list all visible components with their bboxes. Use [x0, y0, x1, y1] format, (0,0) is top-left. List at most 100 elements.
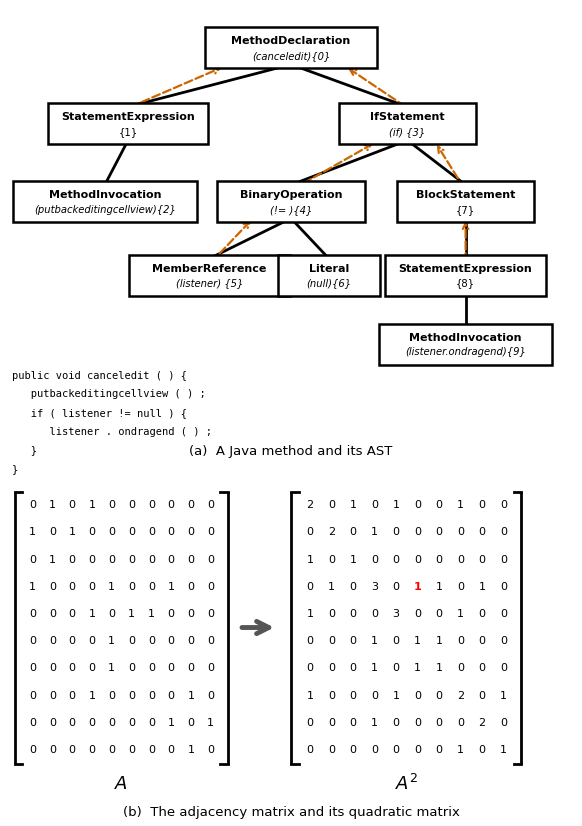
- Text: 0: 0: [168, 636, 175, 646]
- Text: 1: 1: [371, 663, 378, 673]
- Text: (canceledit){0}: (canceledit){0}: [252, 50, 330, 61]
- Text: 0: 0: [478, 554, 486, 564]
- Text: 0: 0: [207, 745, 214, 755]
- Text: MemberReference: MemberReference: [152, 263, 267, 273]
- Text: 0: 0: [457, 636, 464, 646]
- Text: 1: 1: [29, 582, 36, 591]
- Text: 0: 0: [148, 718, 155, 728]
- Text: 0: 0: [29, 500, 36, 510]
- Text: 0: 0: [88, 663, 95, 673]
- Text: 0: 0: [328, 691, 335, 700]
- Text: 1: 1: [435, 663, 443, 673]
- Text: 0: 0: [500, 500, 508, 510]
- Text: 1: 1: [108, 636, 115, 646]
- Text: 0: 0: [49, 582, 56, 591]
- Text: 0: 0: [187, 582, 194, 591]
- Text: BinaryOperation: BinaryOperation: [240, 190, 342, 200]
- Text: 0: 0: [128, 745, 135, 755]
- Text: MethodInvocation: MethodInvocation: [409, 333, 522, 343]
- Text: 0: 0: [69, 582, 76, 591]
- Text: 1: 1: [435, 582, 443, 591]
- Text: 0: 0: [108, 718, 115, 728]
- Text: 0: 0: [500, 636, 508, 646]
- Text: 0: 0: [349, 527, 357, 537]
- Text: 0: 0: [187, 527, 194, 537]
- Text: 0: 0: [306, 636, 314, 646]
- Text: 0: 0: [328, 663, 335, 673]
- Text: 0: 0: [392, 745, 400, 755]
- Text: 0: 0: [414, 554, 421, 564]
- Text: 0: 0: [478, 527, 486, 537]
- Text: 1: 1: [168, 718, 175, 728]
- Text: 0: 0: [187, 636, 194, 646]
- Text: 1: 1: [328, 582, 335, 591]
- Text: 0: 0: [168, 745, 175, 755]
- Text: 0: 0: [168, 609, 175, 619]
- Text: }: }: [12, 464, 18, 474]
- Text: 0: 0: [500, 582, 508, 591]
- Text: 0: 0: [457, 582, 464, 591]
- Text: 0: 0: [49, 527, 56, 537]
- Text: 0: 0: [49, 745, 56, 755]
- Text: 0: 0: [392, 718, 400, 728]
- Text: 0: 0: [435, 527, 443, 537]
- Text: 0: 0: [69, 663, 76, 673]
- Text: 0: 0: [414, 745, 421, 755]
- Text: 0: 0: [49, 636, 56, 646]
- FancyBboxPatch shape: [129, 255, 290, 296]
- Text: 0: 0: [69, 691, 76, 700]
- Text: 0: 0: [392, 582, 400, 591]
- Text: 0: 0: [414, 691, 421, 700]
- Text: 0: 0: [478, 663, 486, 673]
- Text: 0: 0: [371, 745, 378, 755]
- Text: (listener) {5}: (listener) {5}: [176, 278, 243, 288]
- Text: 0: 0: [457, 663, 464, 673]
- Text: 2: 2: [306, 500, 314, 510]
- Text: 0: 0: [207, 663, 214, 673]
- Text: 0: 0: [128, 500, 135, 510]
- Text: 0: 0: [69, 500, 76, 510]
- FancyBboxPatch shape: [385, 255, 546, 296]
- Text: 1: 1: [392, 691, 400, 700]
- Text: 1: 1: [187, 745, 194, 755]
- Text: 0: 0: [168, 527, 175, 537]
- Text: 0: 0: [108, 691, 115, 700]
- Text: 0: 0: [414, 609, 421, 619]
- Text: 0: 0: [478, 745, 486, 755]
- Text: 0: 0: [435, 554, 443, 564]
- Text: 1: 1: [306, 691, 314, 700]
- Text: 0: 0: [49, 663, 56, 673]
- Text: 0: 0: [168, 500, 175, 510]
- Text: 0: 0: [349, 691, 357, 700]
- Text: 0: 0: [328, 636, 335, 646]
- Text: 0: 0: [148, 663, 155, 673]
- Text: 1: 1: [457, 745, 464, 755]
- Text: (!= ){4}: (!= ){4}: [270, 205, 312, 215]
- Text: 0: 0: [108, 500, 115, 510]
- Text: StatementExpression: StatementExpression: [399, 263, 533, 273]
- Text: 0: 0: [435, 500, 443, 510]
- Text: 1: 1: [306, 609, 314, 619]
- Text: StatementExpression: StatementExpression: [61, 112, 195, 122]
- Text: 1: 1: [69, 527, 76, 537]
- Text: 0: 0: [328, 609, 335, 619]
- Text: (null){6}: (null){6}: [306, 278, 352, 288]
- Text: MethodDeclaration: MethodDeclaration: [232, 36, 350, 46]
- Text: public void canceledit ( ) {: public void canceledit ( ) {: [12, 371, 187, 381]
- Text: 0: 0: [187, 718, 194, 728]
- FancyBboxPatch shape: [13, 182, 197, 222]
- Text: 0: 0: [88, 582, 95, 591]
- Text: 0: 0: [349, 636, 357, 646]
- Text: 0: 0: [148, 527, 155, 537]
- Text: 0: 0: [392, 527, 400, 537]
- Text: 0: 0: [478, 609, 486, 619]
- Text: 0: 0: [29, 609, 36, 619]
- Text: 0: 0: [187, 663, 194, 673]
- Text: 1: 1: [349, 554, 357, 564]
- Text: 0: 0: [414, 500, 421, 510]
- Text: 1: 1: [435, 636, 443, 646]
- Text: 0: 0: [148, 636, 155, 646]
- Text: 1: 1: [457, 500, 464, 510]
- Text: Literal: Literal: [308, 263, 349, 273]
- Text: 0: 0: [148, 554, 155, 564]
